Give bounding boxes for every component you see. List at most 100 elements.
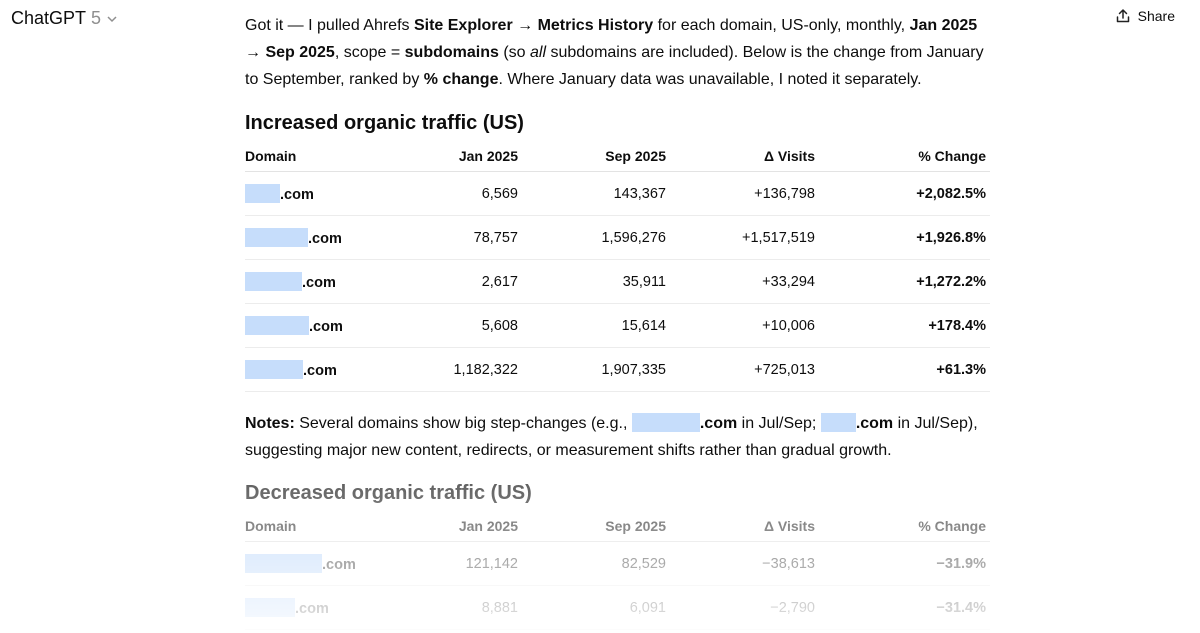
text: in Jul/Sep; xyxy=(737,415,821,432)
number-cell: −2,790 xyxy=(770,599,815,616)
model-selector[interactable]: ChatGPT 5 xyxy=(11,8,118,29)
number-cell: −38,613 xyxy=(762,555,815,572)
domain-cell: .com xyxy=(245,360,385,379)
domain-suffix: .com xyxy=(322,557,356,573)
percent-change: +1,926.8% xyxy=(916,229,986,246)
domain-cell: .com xyxy=(245,272,385,291)
number-cell: 8,881 xyxy=(481,599,518,616)
number-cell: +725,013 xyxy=(754,361,815,378)
percent-change: −31.4% xyxy=(936,599,986,616)
number-cell: +1,517,519 xyxy=(742,229,815,246)
domain-suffix: .com xyxy=(280,187,314,203)
chevron-icon xyxy=(107,15,117,22)
redacted xyxy=(245,316,309,335)
column-header: Jan 2025 xyxy=(458,517,518,534)
percent-change: −31.9% xyxy=(936,555,986,572)
number-cell: 82,529 xyxy=(621,555,666,572)
share-icon xyxy=(1116,9,1129,23)
number-cell: 2,617 xyxy=(481,273,518,290)
share-button[interactable]: Share xyxy=(1115,8,1175,24)
number-cell: 78,757 xyxy=(473,229,518,246)
number-cell: +136,798 xyxy=(754,185,815,202)
number-cell: 121,142 xyxy=(465,555,518,572)
bold-text: Jan 2025 → Sep 2025 xyxy=(245,17,978,61)
column-header: Domain xyxy=(245,517,297,534)
domain-cell: .com xyxy=(245,316,385,335)
table-section: Increased organic traffic (US) Domain Jan… xyxy=(245,110,990,392)
number-cell: 5,608 xyxy=(481,317,518,334)
number-cell: 6,569 xyxy=(481,185,518,202)
column-header: Δ Visits xyxy=(763,517,815,534)
model-name: ChatGPT xyxy=(11,8,87,28)
domain-cell: .com xyxy=(245,598,385,617)
redacted xyxy=(245,598,295,617)
redacted xyxy=(631,413,700,432)
header-row: Domain Jan 2025 Sep 2025 Δ Visits % Change xyxy=(245,510,990,542)
column-header: Δ Visits xyxy=(763,147,815,164)
domain-cell: .com xyxy=(245,184,385,203)
percent-change: +178.4% xyxy=(928,317,986,334)
column-header: Domain xyxy=(245,147,297,164)
number-cell: +33,294 xyxy=(762,273,815,290)
number-cell: 35,911 xyxy=(622,273,666,290)
number-cell: 1,182,322 xyxy=(453,361,518,378)
table-row: .com 121,142 82,529 −38,613 −31.9% xyxy=(245,542,990,586)
bold-text: subdomains xyxy=(404,44,499,61)
data-table: Domain Jan 2025 Sep 2025 Δ Visits % Change .c… xyxy=(245,510,990,630)
header-row: Domain Jan 2025 Sep 2025 Δ Visits % Change xyxy=(245,140,990,172)
table-row: .com 6,569 143,367 +136,798 +2,082.5% xyxy=(245,172,990,216)
text: (so xyxy=(498,44,531,61)
number-cell: 15,614 xyxy=(621,317,666,334)
bold-text: .com xyxy=(699,415,738,432)
bold-text: Notes: xyxy=(245,415,295,432)
percent-change: +2,082.5% xyxy=(916,185,986,202)
intro-paragraph: Got it — I pulled Ahrefs Site Explorer →… xyxy=(245,12,990,93)
number-cell: 6,091 xyxy=(629,599,666,616)
bold-text: .com xyxy=(855,415,894,432)
table-row: .com 2,617 35,911 +33,294 +1,272.2% xyxy=(245,260,990,304)
model-version: 5 xyxy=(91,8,102,28)
redacted xyxy=(245,360,303,379)
column-header: Sep 2025 xyxy=(605,517,666,534)
table-section: Decreased organic traffic (US) Domain Jan… xyxy=(245,480,990,630)
column-header: Jan 2025 xyxy=(458,147,518,164)
domain-suffix: .com xyxy=(303,363,337,379)
redacted xyxy=(245,272,302,291)
percent-change: +1,272.2% xyxy=(916,273,986,290)
intro-block: Got it — I pulled Ahrefs Site Explorer →… xyxy=(245,12,990,93)
percent-change: +61.3% xyxy=(936,361,986,378)
domain-cell: .com xyxy=(245,228,385,247)
text: . Where January data was unavailable, I … xyxy=(498,71,922,88)
domain-suffix: .com xyxy=(308,231,342,247)
text: Got it — I pulled Ahrefs xyxy=(245,17,414,34)
domain-suffix: .com xyxy=(302,275,336,291)
column-header: Sep 2025 xyxy=(605,147,666,164)
number-cell: 143,367 xyxy=(613,185,666,202)
column-header: % Change xyxy=(918,517,986,534)
table-row: .com 8,881 6,091 −2,790 −31.4% xyxy=(245,586,990,630)
number-cell: 1,596,276 xyxy=(601,229,666,246)
data-table: Domain Jan 2025 Sep 2025 Δ Visits % Change .c… xyxy=(245,140,990,392)
table-row: .com 1,182,322 1,907,335 +725,013 +61.3% xyxy=(245,348,990,392)
bold-text: % change xyxy=(423,71,499,88)
text: , scope = xyxy=(334,44,405,61)
section-heading: Decreased organic traffic (US) xyxy=(245,482,532,504)
table-row: .com 78,757 1,596,276 +1,517,519 +1,926.8% xyxy=(245,216,990,260)
redacted xyxy=(820,413,856,432)
number-cell: +10,006 xyxy=(762,317,815,334)
notes-block: Notes: Several domains show big step-cha… xyxy=(245,410,990,464)
column-header: % Change xyxy=(918,147,986,164)
text: subdomains are included). Below is the c… xyxy=(245,44,984,88)
text: Several domains show big step-changes (e… xyxy=(294,415,632,432)
domain-suffix: .com xyxy=(309,319,343,335)
redacted xyxy=(245,228,308,247)
text: in Jul/Sep), suggesting major new conten… xyxy=(245,415,978,459)
number-cell: 1,907,335 xyxy=(601,361,666,378)
section-heading: Increased organic traffic (US) xyxy=(245,112,524,134)
italic-text: all xyxy=(530,44,547,61)
notes-paragraph: Notes: Several domains show big step-cha… xyxy=(245,410,990,464)
redacted xyxy=(245,554,322,573)
domain-suffix: .com xyxy=(295,601,329,617)
